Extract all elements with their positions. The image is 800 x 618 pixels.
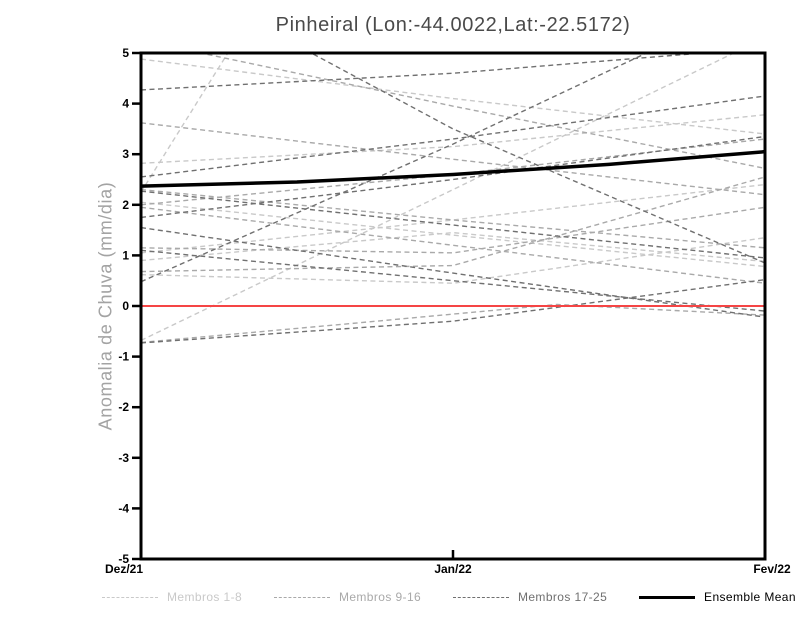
member-line [141, 114, 765, 165]
y-tick-label: 0 [122, 299, 129, 313]
member-line [141, 135, 765, 219]
dashed-line-sample-light [102, 596, 158, 598]
y-tick-label: -2 [118, 400, 129, 414]
member-line [141, 176, 765, 273]
member-line [141, 183, 765, 254]
y-tick-label: 4 [122, 97, 129, 111]
member-line [141, 226, 765, 318]
y-tick-label: -5 [118, 552, 129, 566]
member-lines [141, 53, 765, 344]
member-line [309, 53, 765, 264]
y-tick-label: -3 [118, 451, 129, 465]
member-line [141, 278, 765, 344]
member-line [141, 249, 765, 312]
dashed-line-sample-dark [452, 596, 509, 598]
y-tick-label: 1 [122, 248, 129, 262]
member-line [141, 236, 765, 284]
member-line [141, 201, 765, 268]
member-group-3 [141, 53, 765, 344]
legend: Membros 1-8 Membros 9-16 Membros 17-25 E… [102, 588, 796, 606]
x-tick-label: Fev/22 [753, 562, 791, 576]
member-line [141, 206, 765, 284]
member-line [141, 53, 649, 283]
member-line [141, 231, 765, 263]
member-line [141, 58, 765, 135]
legend-label: Membros 17-25 [517, 590, 608, 604]
member-line [197, 53, 765, 170]
x-tick-label: Dez/21 [105, 562, 143, 576]
legend-label: Membros 9-16 [338, 590, 422, 604]
member-group-1 [141, 53, 765, 342]
member-line [141, 95, 765, 178]
member-line [141, 53, 712, 91]
chart-title: Pinheiral (Lon:-44.0022,Lat:-22.5172) [275, 14, 631, 36]
legend-label: Ensemble Mean [704, 590, 796, 604]
x-tick-label: Jan/22 [434, 562, 472, 576]
ensemble-mean-line [140, 149, 766, 188]
dashed-line-sample-medium [273, 596, 330, 598]
y-tick-label: -4 [118, 501, 129, 515]
y-tick-label: 3 [122, 147, 129, 161]
y-tick-label: 2 [122, 198, 129, 212]
legend-item-ensemble-mean: Ensemble Mean [639, 590, 796, 604]
member-line [141, 190, 765, 259]
member-line [141, 206, 765, 254]
plot-frame [139, 51, 767, 561]
y-tick-label: -1 [118, 350, 129, 364]
member-line [141, 53, 229, 193]
legend-label: Membros 1-8 [167, 590, 243, 604]
member-line [141, 188, 765, 249]
member-line [141, 138, 765, 206]
member-group-2 [141, 53, 765, 344]
solid-line-sample-mean [639, 595, 696, 599]
legend-item-membros-17-25: Membros 17-25 [452, 590, 608, 604]
member-line [141, 303, 765, 344]
legend-item-membros-1-8: Membros 1-8 [102, 590, 242, 604]
member-line [141, 122, 765, 196]
legend-item-membros-9-16: Membros 9-16 [273, 590, 422, 604]
member-line [141, 53, 736, 342]
y-tick-label: 5 [122, 46, 129, 60]
